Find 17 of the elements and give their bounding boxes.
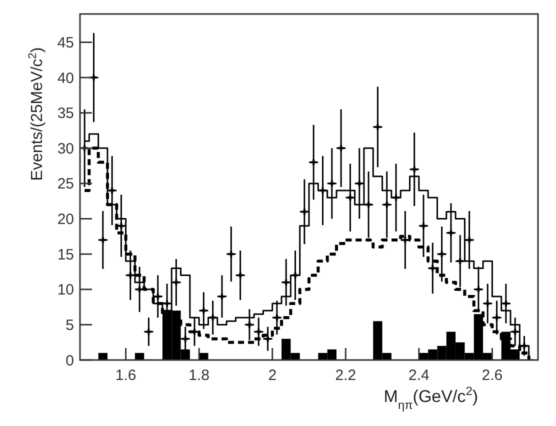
y-tick-label: 45 xyxy=(57,34,74,52)
x-axis-title: M$_{ηπ}$(GeV/c$^{2}$) xyxy=(384,384,478,412)
y-tick-label: 20 xyxy=(57,211,74,228)
x-tick-label: 2.2 xyxy=(335,367,356,384)
x-tick-label: 1.8 xyxy=(188,367,210,384)
y-tick-label: 30 xyxy=(57,140,74,158)
x-tick-label: 2.4 xyxy=(408,367,430,384)
x-tick-label: 1.6 xyxy=(115,367,136,384)
y-tick-label: 10 xyxy=(57,282,74,299)
y-tick-label: 5 xyxy=(66,316,74,334)
y-tick-label: 40 xyxy=(57,70,74,87)
y-tick-label: 15 xyxy=(57,246,74,264)
y-tick-label: 0 xyxy=(66,352,74,370)
x-tick-label: 2 xyxy=(268,367,277,384)
y-tick-label: 25 xyxy=(57,176,74,193)
x-tick-label: 2.6 xyxy=(482,367,503,384)
y-tick-label: 35 xyxy=(57,105,74,122)
